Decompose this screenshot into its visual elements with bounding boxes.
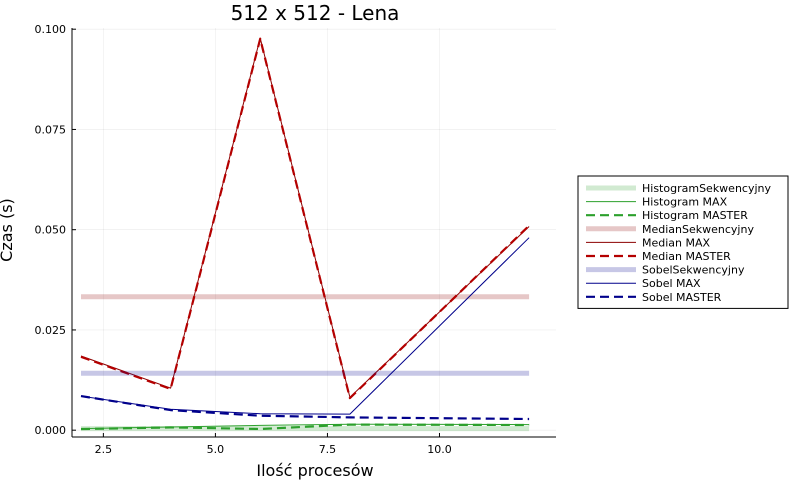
legend-label: Histogram MAX [642, 196, 728, 209]
x-axis-label: Ilość procesów [256, 461, 373, 480]
series-line-5 [80, 37, 530, 398]
series-line-3 [80, 423, 530, 431]
series-lines [80, 37, 530, 432]
series-line-6 [80, 37, 530, 400]
chart-title: 512 x 512 - Lena [231, 1, 400, 25]
legend-label: MedianSekwencyjny [642, 223, 754, 236]
y-tick-label: 0.075 [35, 123, 67, 136]
legend-label: Histogram MASTER [642, 209, 748, 222]
tick-labels: 2.5 5.0 7.5 10.0 0.000 0.025 0.050 0.075 0.100 [35, 23, 452, 456]
x-tick-label: 7.5 [319, 443, 337, 456]
series-line-8 [80, 237, 530, 415]
legend-label: Median MAX [642, 236, 711, 249]
x-tick-label: 10.0 [427, 443, 452, 456]
legend-label: Sobel MAX [642, 277, 701, 290]
x-tick-label: 2.5 [95, 443, 113, 456]
legend-label: HistogramSekwencyjny [642, 182, 772, 195]
series-line-9 [80, 395, 530, 421]
y-tick-label: 0.050 [35, 224, 67, 237]
legend-label: Median MASTER [642, 250, 731, 263]
grid-lines [72, 28, 556, 437]
y-tick-label: 0.100 [35, 23, 67, 36]
legend-label: SobelSekwencyjny [642, 264, 745, 277]
y-axis-label: Czas (s) [0, 198, 16, 262]
legend-label: Sobel MASTER [642, 291, 722, 304]
y-tick-label: 0.025 [35, 324, 67, 337]
x-tick-label: 5.0 [207, 443, 225, 456]
plot-axes [71, 28, 556, 438]
y-tick-label: 0.000 [35, 424, 67, 437]
